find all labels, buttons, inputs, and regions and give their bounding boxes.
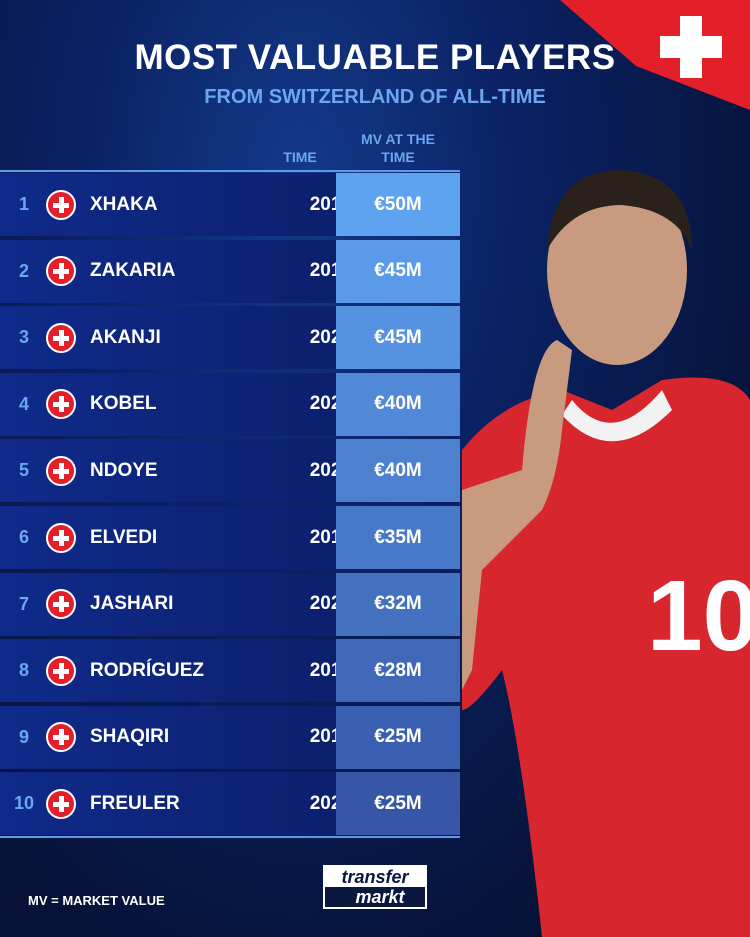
rank: 7: [18, 593, 29, 614]
footnote: MV = MARKET VALUE: [28, 893, 165, 908]
market-value: €32M: [336, 572, 460, 636]
table-top-divider: [0, 170, 460, 172]
table-row: 3 AKANJI 2024 €45M: [0, 306, 460, 370]
logo-line2: markt: [355, 887, 405, 907]
swiss-flag-icon: [46, 722, 76, 753]
table-row: 2 ZAKARIA 2019 €45M: [0, 239, 460, 303]
table-row: 4 KOBEL 2023 €40M: [0, 372, 460, 436]
transfermarkt-logo: transfer markt: [323, 865, 427, 909]
player-name: KOBEL: [90, 393, 157, 415]
shirt-number: 10: [647, 560, 750, 672]
market-value: €45M: [336, 239, 460, 303]
swiss-flag-icon: [46, 589, 76, 620]
market-value: €45M: [336, 306, 460, 370]
table-row: 7 JASHARI 2025 €32M: [0, 572, 460, 636]
rank: 2: [18, 260, 29, 281]
swiss-flag-icon: [46, 455, 76, 486]
market-value: €28M: [336, 639, 460, 703]
table-row: 8 RODRÍGUEZ 2014 €28M: [0, 639, 460, 703]
market-value: €25M: [336, 705, 460, 769]
player-name: AKANJI: [90, 326, 161, 348]
swiss-flag-icon: [46, 322, 76, 353]
player-name: ELVEDI: [90, 526, 158, 548]
player-name: XHAKA: [90, 193, 158, 215]
header-mv: MV AT THE TIME: [361, 131, 435, 165]
page-subtitle: FROM SWITZERLAND OF ALL-TIME: [204, 86, 546, 108]
table-row: 5 NDOYE 2025 €40M: [0, 439, 460, 503]
rank: 5: [18, 460, 29, 481]
player-name: ZAKARIA: [90, 260, 176, 282]
market-value: €25M: [336, 772, 460, 836]
swiss-flag-icon: [46, 189, 76, 220]
player-name: NDOYE: [90, 459, 158, 481]
rank: 8: [18, 660, 29, 681]
market-value: €50M: [336, 173, 460, 236]
table-row: 1 XHAKA 2018 €50M: [0, 173, 460, 236]
rank: 3: [18, 327, 29, 348]
rank: 1: [18, 194, 29, 214]
player-photo: 10: [462, 170, 750, 937]
player-name: JASHARI: [90, 593, 174, 615]
page-title: MOST VALUABLE PLAYERS: [134, 38, 616, 77]
swiss-flag-icon: [46, 522, 76, 553]
rank: 10: [13, 793, 35, 814]
swiss-cross-icon: [656, 12, 726, 82]
table-row: 9 SHAQIRI 2018 €25M: [0, 705, 460, 769]
logo-line1: transfer: [325, 867, 425, 887]
player-name: RODRÍGUEZ: [90, 659, 204, 681]
player-name: SHAQIRI: [90, 726, 170, 748]
rank: 9: [18, 726, 29, 747]
header-time: TIME: [283, 149, 317, 165]
table-row: 6 ELVEDI 2019 €35M: [0, 506, 460, 569]
market-value: €40M: [336, 439, 460, 503]
swiss-flag-icon: [46, 389, 76, 420]
swiss-flag-icon: [46, 788, 76, 819]
player-name: FREULER: [90, 792, 180, 814]
market-value: €40M: [336, 372, 460, 436]
table-row: 10 FREULER 2020 €25M: [0, 772, 460, 836]
swiss-flag-icon: [46, 256, 76, 287]
rank: 4: [18, 393, 29, 414]
table-bottom-divider: [0, 836, 460, 838]
market-value: €35M: [336, 506, 460, 569]
rank: 6: [18, 527, 29, 547]
swiss-flag-icon: [46, 655, 76, 686]
